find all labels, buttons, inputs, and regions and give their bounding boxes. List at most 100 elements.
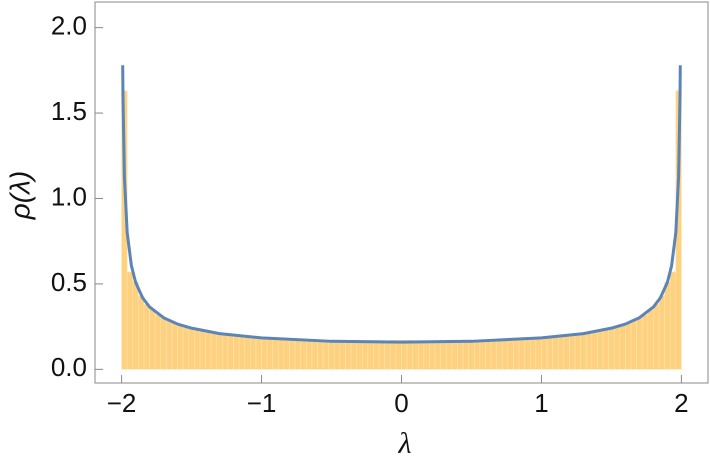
histogram-bar: [255, 336, 262, 370]
histogram-bar: [524, 338, 531, 370]
histogram-bar: [395, 339, 402, 370]
histogram-bar: [552, 336, 559, 370]
histogram-bar: [384, 341, 391, 370]
histogram-bar: [440, 341, 447, 370]
histogram-bar: [641, 314, 649, 370]
histogram-bar: [182, 326, 190, 370]
histogram-bar: [496, 339, 503, 370]
histogram-bar: [188, 328, 195, 370]
histogram-bar: [266, 338, 274, 370]
histogram-bar: [244, 336, 251, 370]
histogram-bar: [261, 338, 268, 370]
histogram-bar: [501, 339, 509, 370]
histogram-bar: [171, 322, 178, 370]
histogram-bar: [166, 319, 173, 370]
histogram-bar: [473, 339, 481, 370]
histogram-bar: [507, 339, 514, 370]
histogram-bar: [658, 295, 665, 370]
x-tick-label: 0: [394, 388, 408, 418]
histogram-bar: [143, 304, 150, 370]
histogram-bar: [541, 336, 548, 370]
histogram-bar: [462, 341, 469, 370]
histogram-bar: [272, 338, 279, 370]
histogram-bar: [362, 341, 369, 370]
y-axis-label: ρ(λ): [4, 171, 35, 220]
histogram-bar: [479, 339, 486, 370]
histogram-bar: [154, 314, 162, 370]
histogram-bar: [669, 271, 677, 370]
histogram-bar: [585, 333, 593, 370]
histogram-bar: [322, 339, 330, 370]
histogram-bar: [401, 339, 408, 370]
histogram-bar: [194, 329, 201, 370]
histogram-bar: [238, 336, 246, 370]
histogram-bar: [429, 341, 436, 370]
y-tick-label: 2.0: [51, 11, 87, 41]
histogram-bar: [306, 339, 313, 370]
histogram-bar: [367, 341, 374, 370]
histogram-bar: [664, 281, 671, 370]
histogram-bar: [535, 338, 542, 370]
histogram-bar: [445, 341, 453, 370]
histogram-bar: [289, 339, 296, 370]
histogram-bar: [278, 338, 285, 370]
histogram-bar: [177, 324, 184, 370]
histogram-bar: [300, 339, 307, 370]
histogram-bar: [529, 338, 537, 370]
x-tick-label: 2: [674, 388, 688, 418]
histogram-bar: [513, 339, 520, 370]
histogram-bar: [132, 281, 139, 370]
histogram-bar: [294, 339, 302, 370]
histogram-bar: [557, 336, 565, 370]
histogram-bar: [378, 341, 386, 370]
histogram-bar: [653, 304, 660, 370]
histogram-bar: [138, 295, 145, 370]
histogram-bar: [546, 336, 553, 370]
curve: [121, 65, 682, 344]
x-tick-label: −1: [247, 388, 277, 418]
histogram-bar: [205, 331, 212, 370]
histogram-bar: [417, 341, 425, 370]
histogram-bar: [233, 334, 240, 370]
histogram-bar: [317, 339, 324, 370]
histogram-bar: [390, 339, 397, 370]
histogram-bar: [434, 341, 441, 370]
x-tick-label: −2: [107, 388, 137, 418]
histogram-bar: [602, 329, 609, 370]
y-tick-label: 1.5: [51, 96, 87, 126]
histogram-bar: [199, 329, 206, 370]
histogram-bar: [468, 341, 475, 370]
histogram-bar: [345, 341, 352, 370]
histogram-bar: [334, 341, 341, 370]
histogram-bar: [222, 334, 229, 370]
histogram-bar: [227, 334, 234, 370]
histogram-bar: [591, 331, 598, 370]
histogram-bar: [311, 339, 318, 370]
histogram-bar: [339, 341, 346, 370]
histogram-bar: [406, 339, 413, 370]
histogram-bar: [630, 319, 637, 370]
histogram-bar: [490, 339, 497, 370]
histogram-bar: [451, 341, 458, 370]
histogram-bar: [619, 324, 626, 370]
histogram-bar: [149, 309, 156, 370]
histogram-bar: [636, 317, 643, 370]
x-tick-label: 1: [534, 388, 548, 418]
histogram-bar: [625, 322, 632, 370]
histogram-bar: [569, 334, 576, 370]
histogram-bar: [647, 309, 654, 370]
histogram-bar: [350, 341, 358, 370]
histogram-bar: [216, 333, 223, 370]
histogram-bar: [518, 338, 525, 370]
histogram-bar: [608, 328, 615, 370]
histogram-bar: [373, 341, 380, 370]
histogram-bar: [580, 333, 587, 370]
histogram-bar: [356, 341, 363, 370]
y-tick-label: 0.0: [51, 352, 87, 382]
histogram-bar: [597, 329, 604, 370]
histogram-bar: [126, 271, 134, 370]
histogram-bar: [423, 341, 430, 370]
histogram-bar: [574, 334, 581, 370]
